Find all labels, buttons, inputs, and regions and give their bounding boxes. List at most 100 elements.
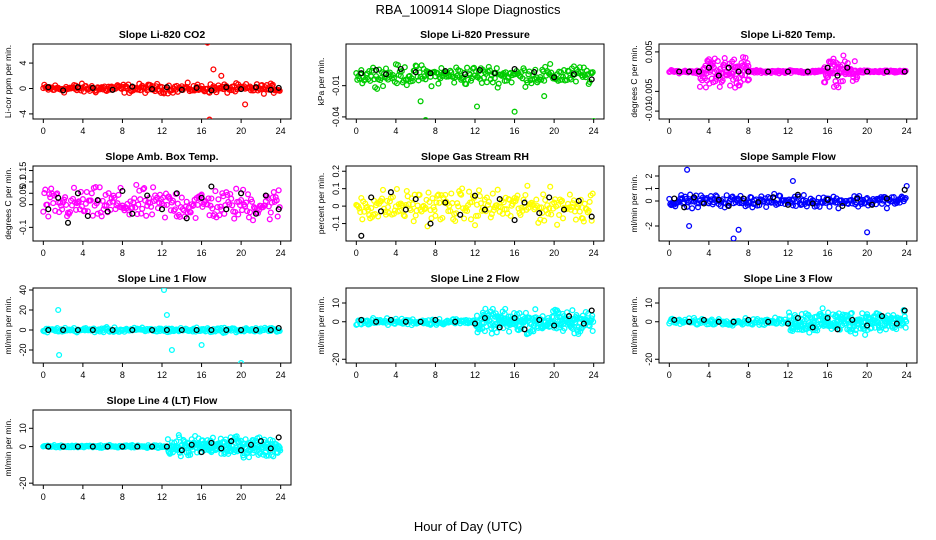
data-point [374,85,381,92]
black-point [901,68,908,75]
data-point [851,58,858,65]
x-tick-label: 12 [470,248,480,258]
data-point [149,211,156,218]
data-point [493,329,500,336]
data-point [358,67,365,74]
data-point [502,305,509,312]
data-point [528,80,535,87]
data-point [169,197,176,204]
y-tick-label: 0 [18,444,28,449]
black-point [740,195,747,202]
x-tick-label: 24 [589,370,599,380]
data-point [45,213,52,220]
x-tick-label: 20 [549,370,559,380]
black-point [715,318,722,325]
x-tick-label: 8 [120,248,125,258]
black-point [109,86,116,93]
data-point [401,213,408,220]
black-point [824,314,831,322]
data-point [687,191,694,198]
black-point [804,68,811,75]
data-point [270,453,277,460]
data-point [81,207,88,214]
x-tick-label: 16 [197,370,207,380]
data-point [572,78,579,85]
x-tick-label: 16 [510,370,520,380]
data-point [588,70,595,77]
black-point [387,316,394,323]
black-point [368,194,375,201]
black-point [158,206,166,213]
data-point [226,201,233,208]
black-point [45,326,52,334]
black-point [275,324,282,332]
data-point [459,185,466,192]
black-point [208,183,215,190]
black-point [74,443,81,450]
data-point [140,186,147,193]
black-point [588,213,595,220]
black-point [89,443,96,450]
data-point [378,195,386,202]
black-point [481,314,488,322]
data-point [133,181,140,188]
black-point [700,316,707,323]
x-tick-label: 0 [354,126,359,136]
panel-title: Slope Line 1 Flow [118,273,208,285]
y-tick-label: 0.1 [331,182,341,195]
y-tick-label: 2 [644,173,654,178]
panel-title: Slope Li-820 Pressure [420,29,530,41]
panel-title: Slope Li-820 CO2 [119,29,206,41]
data-point [702,84,709,91]
black-point [730,318,737,325]
data-point [902,324,909,331]
outlier-point [684,166,691,173]
data-point [589,190,596,197]
data-point [508,79,515,86]
panel-9: Slope Line 4 (LT) Flow 0 4 8 12 16 20 24 -20 0 10 m… [3,395,292,502]
black-point [536,316,543,323]
x-tick-label: 24 [589,126,599,136]
black-point [402,318,409,325]
black-point [119,187,126,195]
x-tick-label: 0 [41,370,46,380]
black-point [149,326,156,334]
y-tick-label: -0.005 [644,79,654,105]
data-point [775,200,782,207]
black-point [878,313,886,320]
black-point [671,316,678,323]
outlier-point [864,229,871,236]
data-point [50,200,57,207]
data-point [540,191,547,198]
data-point [272,194,279,201]
y-axis-label: Li-cor ppm per min. [3,45,13,118]
data-point [276,444,283,451]
data-point [742,54,749,61]
black-point [681,204,688,211]
panel-3: Slope Amb. Box Temp.0 4 8 12 16 20 24-0.100.05… [3,151,292,258]
outlier-point [686,222,693,230]
black-point [74,326,81,334]
data-point [82,200,89,207]
data-point [238,196,245,204]
black-point [129,210,136,217]
data-point [115,191,122,198]
data-point [177,453,184,460]
black-point [238,86,245,93]
data-point [270,189,277,196]
data-point [731,56,738,63]
black-point [257,438,264,445]
data-point [533,196,540,203]
data-point [579,215,586,222]
black-point [809,200,816,207]
data-point [736,67,744,74]
data-point [548,211,555,218]
x-tick-label: 12 [157,248,167,258]
data-point [849,77,856,85]
y-tick-label: 0 [331,319,341,324]
data-point [532,306,539,313]
black-point [178,447,185,454]
black-point [267,445,274,452]
black-point [471,192,479,199]
data-point [488,330,495,337]
